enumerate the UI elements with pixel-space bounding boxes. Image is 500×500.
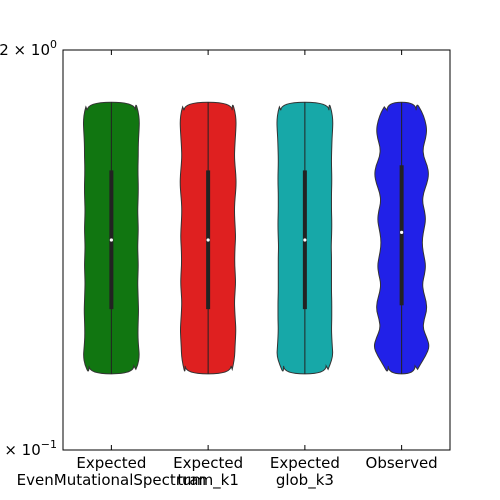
category-label-1-line1: Expected: [173, 454, 243, 472]
category-label-0-line1: Expected: [76, 454, 146, 472]
violin-0: [82, 101, 140, 375]
violin-median-0: [109, 238, 113, 242]
ytick-label-0: 2 × 100: [0, 38, 57, 59]
axes-frame: [62, 49, 451, 451]
violin-median-3: [400, 230, 404, 234]
category-label-3-line1: Observed: [366, 454, 438, 472]
ytick-label-1: 2 × 10−1: [0, 438, 57, 459]
category-label-0-line2: EvenMutationalSpectrum: [17, 471, 206, 489]
violin-median-2: [303, 238, 307, 242]
ytick-labels: 2 × 100 2 × 10−1: [0, 38, 57, 459]
ticks: [63, 49, 450, 451]
category-label-2-line1: Expected: [270, 454, 340, 472]
violin-3: [373, 101, 430, 375]
violin-median-1: [206, 238, 210, 242]
violins: [82, 101, 430, 375]
category-labels: ExpectedEvenMutationalSpectrumExpectedtr…: [17, 454, 438, 490]
violin-2: [276, 101, 334, 375]
violin-iqr-3: [399, 165, 404, 306]
violin-1: [179, 101, 237, 375]
category-label-2-line2: glob_k3: [276, 471, 334, 490]
category-label-1-line2: tram_k1: [177, 471, 239, 490]
